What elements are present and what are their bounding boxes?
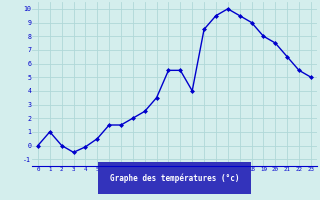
X-axis label: Graphe des températures (°c): Graphe des températures (°c) (110, 173, 239, 183)
